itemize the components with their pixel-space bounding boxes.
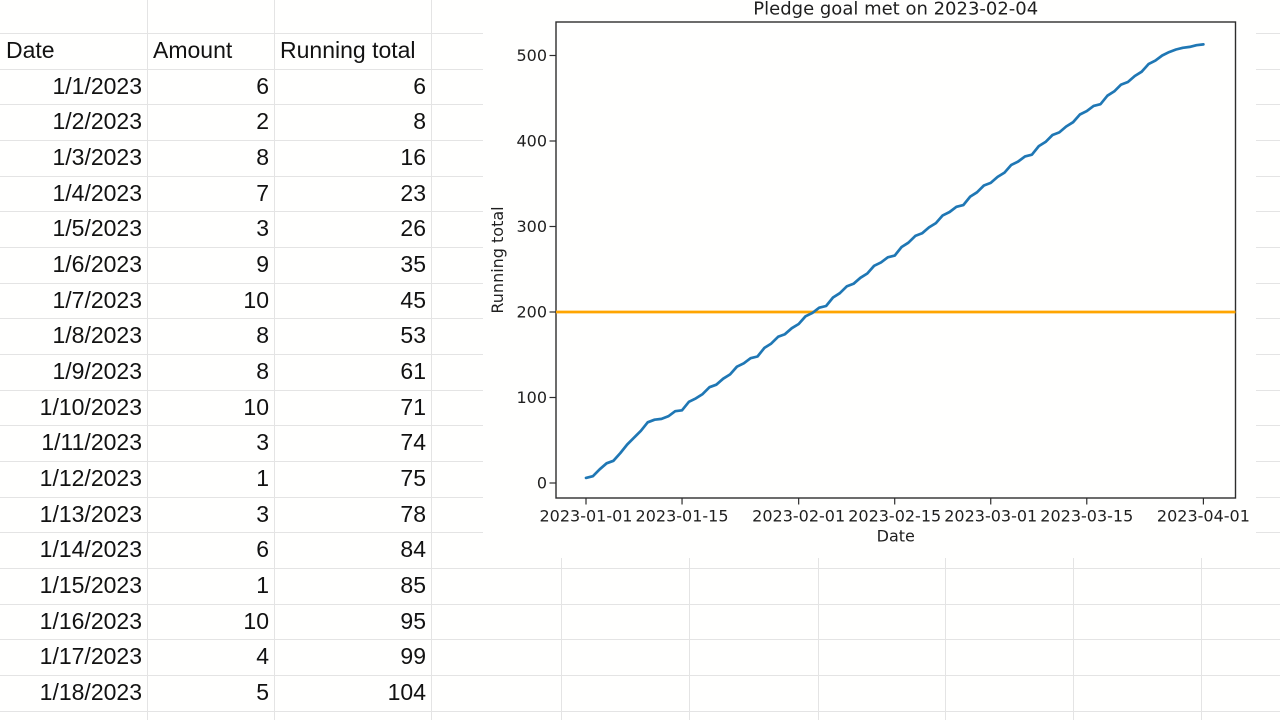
x-tick-label: 2023-01-15 <box>636 507 729 526</box>
table-cell-amount[interactable]: 8 <box>256 322 269 349</box>
y-tick-label: 100 <box>516 388 547 407</box>
y-tick-label: 300 <box>516 217 547 236</box>
table-cell-date[interactable]: 1/15/2023 <box>39 572 142 599</box>
table-cell-amount[interactable]: 7 <box>256 179 269 206</box>
table-cell-total[interactable]: 85 <box>400 572 426 599</box>
pledge-chart: 0 100 200 300 400 500 2023-01-01 2023-01-15 2023… <box>488 0 1250 546</box>
x-tick-label: 2023-02-15 <box>848 507 941 526</box>
x-tick-label: 2023-04-01 <box>1157 507 1250 526</box>
table-cell-amount[interactable]: 10 <box>243 286 269 313</box>
x-tick-label: 2023-03-01 <box>944 507 1037 526</box>
header-cell[interactable]: Amount <box>153 37 233 63</box>
table-cell-amount[interactable]: 6 <box>256 72 269 99</box>
header-cell[interactable]: Date <box>6 37 55 63</box>
table-cell-amount[interactable]: 1 <box>256 572 269 599</box>
table-cell-total[interactable]: 61 <box>400 358 426 385</box>
running-total-line <box>584 43 1205 480</box>
table-cell-total[interactable]: 71 <box>400 393 426 420</box>
header-cell[interactable]: Running total <box>280 37 416 63</box>
table-cell-total[interactable]: 53 <box>400 322 426 349</box>
chart-title: Pledge goal met on 2023-02-04 <box>753 0 1038 20</box>
table-cell-date[interactable]: 1/8/2023 <box>52 322 142 349</box>
table-cell-date[interactable]: 1/11/2023 <box>41 429 142 456</box>
x-tick-label: 2023-02-01 <box>752 507 845 526</box>
table-cell-amount[interactable]: 6 <box>256 536 269 563</box>
gridline-horizontal <box>0 603 1280 605</box>
gridline-vertical <box>431 0 432 720</box>
x-tick-label: 2023-01-01 <box>540 507 633 526</box>
table-cell-amount[interactable]: 3 <box>256 215 269 242</box>
table-cell-date[interactable]: 1/4/2023 <box>52 179 142 206</box>
gridline-horizontal <box>0 639 1280 641</box>
table-cell-date[interactable]: 1/14/2023 <box>39 536 142 563</box>
table-cell-total[interactable]: 23 <box>400 179 426 206</box>
y-axis-label: Running total <box>488 206 507 313</box>
gridline-horizontal <box>0 568 1280 570</box>
table-cell-total[interactable]: 45 <box>400 286 426 313</box>
table-cell-date[interactable]: 1/5/2023 <box>52 215 142 242</box>
table-cell-date[interactable]: 1/17/2023 <box>39 643 142 670</box>
table-cell-amount[interactable]: 3 <box>256 500 269 527</box>
table-cell-amount[interactable]: 3 <box>256 429 269 456</box>
table-cell-total[interactable]: 78 <box>400 500 426 527</box>
table-cell-amount[interactable]: 5 <box>256 679 269 706</box>
table-cell-amount[interactable]: 1 <box>256 465 269 492</box>
table-cell-total[interactable]: 26 <box>400 215 426 242</box>
table-cell-amount[interactable]: 4 <box>256 643 269 670</box>
gridline-vertical <box>274 0 275 720</box>
table-cell-date[interactable]: 1/3/2023 <box>52 144 142 170</box>
plot-border <box>555 21 1237 499</box>
table-cell-date[interactable]: 1/2/2023 <box>52 108 142 135</box>
y-tick-label: 0 <box>537 474 547 493</box>
table-cell-amount[interactable]: 2 <box>256 108 269 135</box>
table-cell-total[interactable]: 75 <box>400 465 426 492</box>
table-cell-date[interactable]: 1/16/2023 <box>39 607 142 634</box>
table-cell-total[interactable]: 8 <box>413 108 426 135</box>
table-cell-total[interactable]: 6 <box>413 72 426 99</box>
x-axis-label: Date <box>877 527 915 546</box>
table-cell-date[interactable]: 1/7/2023 <box>52 286 142 313</box>
table-cell-total[interactable]: 99 <box>400 643 426 670</box>
table-cell-total[interactable]: 35 <box>400 251 426 278</box>
y-tick-label: 400 <box>516 132 547 151</box>
gridline-horizontal <box>0 675 1280 677</box>
table-cell-total[interactable]: 16 <box>400 144 426 170</box>
table-cell-date[interactable]: 1/9/2023 <box>52 358 142 385</box>
gridline-horizontal <box>0 710 1280 712</box>
table-cell-amount[interactable]: 8 <box>256 358 269 385</box>
table-cell-amount[interactable]: 9 <box>256 251 269 278</box>
x-tick-label: 2023-03-15 <box>1040 507 1133 526</box>
table-cell-date[interactable]: 1/12/2023 <box>39 465 142 492</box>
table-cell-total[interactable]: 95 <box>400 607 426 634</box>
table-cell-total[interactable]: 74 <box>400 429 426 456</box>
y-tick-label: 200 <box>516 303 547 322</box>
table-cell-date[interactable]: 1/18/2023 <box>39 679 142 706</box>
table-cell-date[interactable]: 1/13/2023 <box>39 500 142 527</box>
table-cell-total[interactable]: 104 <box>387 679 426 706</box>
gridline-vertical <box>147 0 148 720</box>
chart-object[interactable]: 0 100 200 300 400 500 2023-01-01 2023-01-15 2023… <box>483 0 1256 558</box>
table-cell-amount[interactable]: 10 <box>243 393 269 420</box>
table-cell-amount[interactable]: 10 <box>243 607 269 634</box>
y-tick-label: 500 <box>516 46 547 65</box>
table-cell-date[interactable]: 1/10/2023 <box>39 393 142 420</box>
table-cell-amount[interactable]: 8 <box>256 144 269 170</box>
table-cell-date[interactable]: 1/6/2023 <box>52 251 142 278</box>
table-cell-date[interactable]: 1/1/2023 <box>52 72 142 99</box>
table-cell-total[interactable]: 84 <box>400 536 426 563</box>
